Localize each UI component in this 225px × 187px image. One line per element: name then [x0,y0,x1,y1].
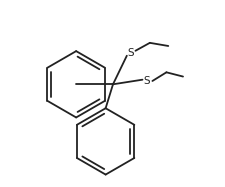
Text: S: S [127,48,133,58]
Text: S: S [143,76,150,86]
